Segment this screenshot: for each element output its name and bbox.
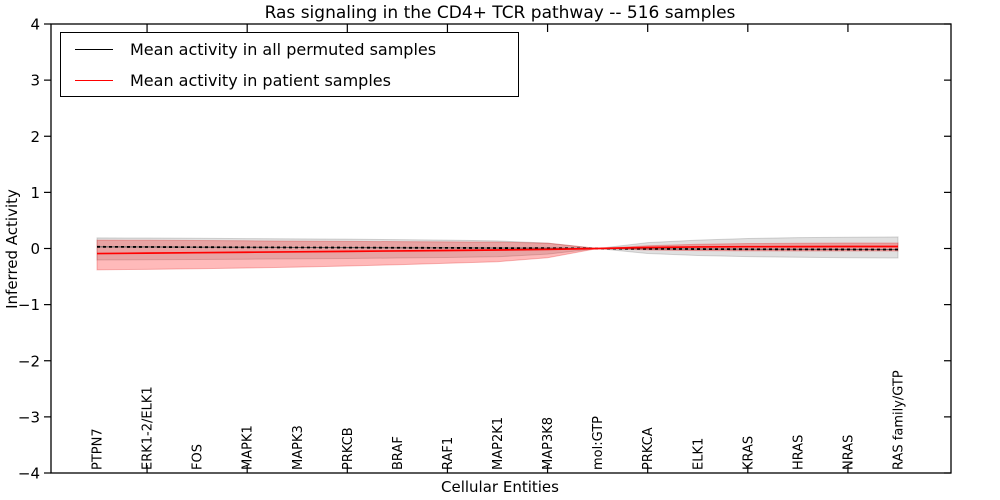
y-tick-label: 2 [30, 128, 40, 146]
x-tick-label: PTPN7 [91, 428, 106, 470]
chart-title: Ras signaling in the CD4+ TCR pathway --… [264, 3, 736, 23]
x-tick-label: MAPK1 [241, 425, 256, 470]
legend-entry-patient: Mean activity in patient samples [61, 65, 518, 96]
x-tick-label: NRAS [841, 435, 856, 470]
x-tick-label: mol:GTP [591, 416, 606, 470]
y-axis-label: Inferred Activity [3, 189, 21, 309]
y-tick-label: 3 [30, 72, 40, 90]
x-tick-label: HRAS [791, 435, 806, 470]
x-tick-label: ELK1 [691, 438, 706, 470]
patient-mean-line [96, 245, 899, 255]
x-tick-label: BRAF [391, 436, 406, 470]
x-tick-label: MAP2K1 [491, 417, 506, 470]
y-tick-label: 0 [30, 240, 40, 258]
x-tick-label: MAP3K8 [541, 417, 556, 470]
y-tick-label: 4 [30, 16, 40, 34]
y-tick-label: −4 [18, 465, 40, 483]
y-tick-label: 1 [30, 184, 40, 202]
permuted-mean-line [96, 245, 899, 251]
patient-line-swatch [75, 79, 113, 81]
y-tick-label: −2 [18, 352, 40, 370]
legend-entry-permuted: Mean activity in all permuted samples [61, 34, 518, 65]
x-tick-label: PRKCB [341, 427, 356, 470]
legend-label-permuted: Mean activity in all permuted samples [130, 39, 437, 59]
x-tick-label: MAPK3 [291, 425, 306, 470]
x-axis-label: Cellular Entities [441, 478, 559, 496]
x-tick-label: PRKCA [641, 427, 656, 470]
x-tick-label: KRAS [741, 436, 756, 470]
x-tick-label: FOS [191, 444, 206, 470]
permuted-line-swatch [75, 48, 113, 50]
x-tick-label: RAF1 [441, 437, 456, 470]
legend: Mean activity in all permuted samples Me… [60, 32, 519, 97]
legend-label-patient: Mean activity in patient samples [130, 70, 391, 90]
x-tick-label: ERK1-2/ELK1 [141, 386, 156, 470]
y-tick-label: −1 [18, 296, 40, 314]
x-tick-label: RAS family/GTP [892, 370, 907, 470]
y-tick-label: −3 [18, 408, 40, 426]
